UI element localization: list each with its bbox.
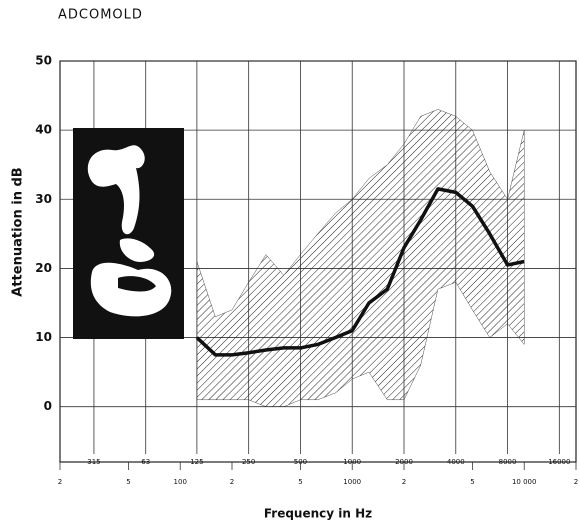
x-tick-label: 16000 [548, 458, 570, 466]
x-tick-label: 125 [190, 458, 203, 466]
x-tick-label: 2 [574, 478, 578, 486]
y-tick-label: 30 [35, 192, 52, 206]
x-tick-label: 5 [470, 478, 474, 486]
y-tick-label: 20 [35, 261, 52, 275]
x-tick-label: 2 [402, 478, 406, 486]
x-tick-label: 63 [141, 458, 150, 466]
x-tick-label: 5 [126, 478, 130, 486]
photo-shape [119, 238, 155, 262]
photo-inset [73, 128, 184, 339]
x-tick-label: 100 [174, 478, 187, 486]
range-band [196, 109, 525, 407]
mean-line [195, 187, 525, 357]
y-tick-label: 0 [44, 399, 52, 413]
x-tick-label: 5 [298, 478, 302, 486]
x-tick-label: 8000 [499, 458, 517, 466]
photo-shape [118, 276, 156, 292]
x-tick-label: 4000 [447, 458, 465, 466]
x-tick-label: 315 [87, 458, 100, 466]
x-tick-label: 250 [242, 458, 255, 466]
y-tick-label: 50 [35, 54, 52, 68]
chart-title: ADCOMOLD [58, 8, 143, 23]
x-tick-label: 2 [58, 478, 62, 486]
y-tick-label: 40 [35, 123, 52, 137]
y-axis-label: Attenuation in dB [11, 167, 26, 296]
x-tick-label: 10 000 [512, 478, 537, 486]
y-tick-label: 10 [35, 330, 52, 344]
x-tick-label: 1000 [343, 478, 361, 486]
photo-shape [87, 145, 145, 235]
x-tick-label: 2 [230, 478, 234, 486]
x-axis-label: Frequency in Hz [264, 507, 372, 521]
